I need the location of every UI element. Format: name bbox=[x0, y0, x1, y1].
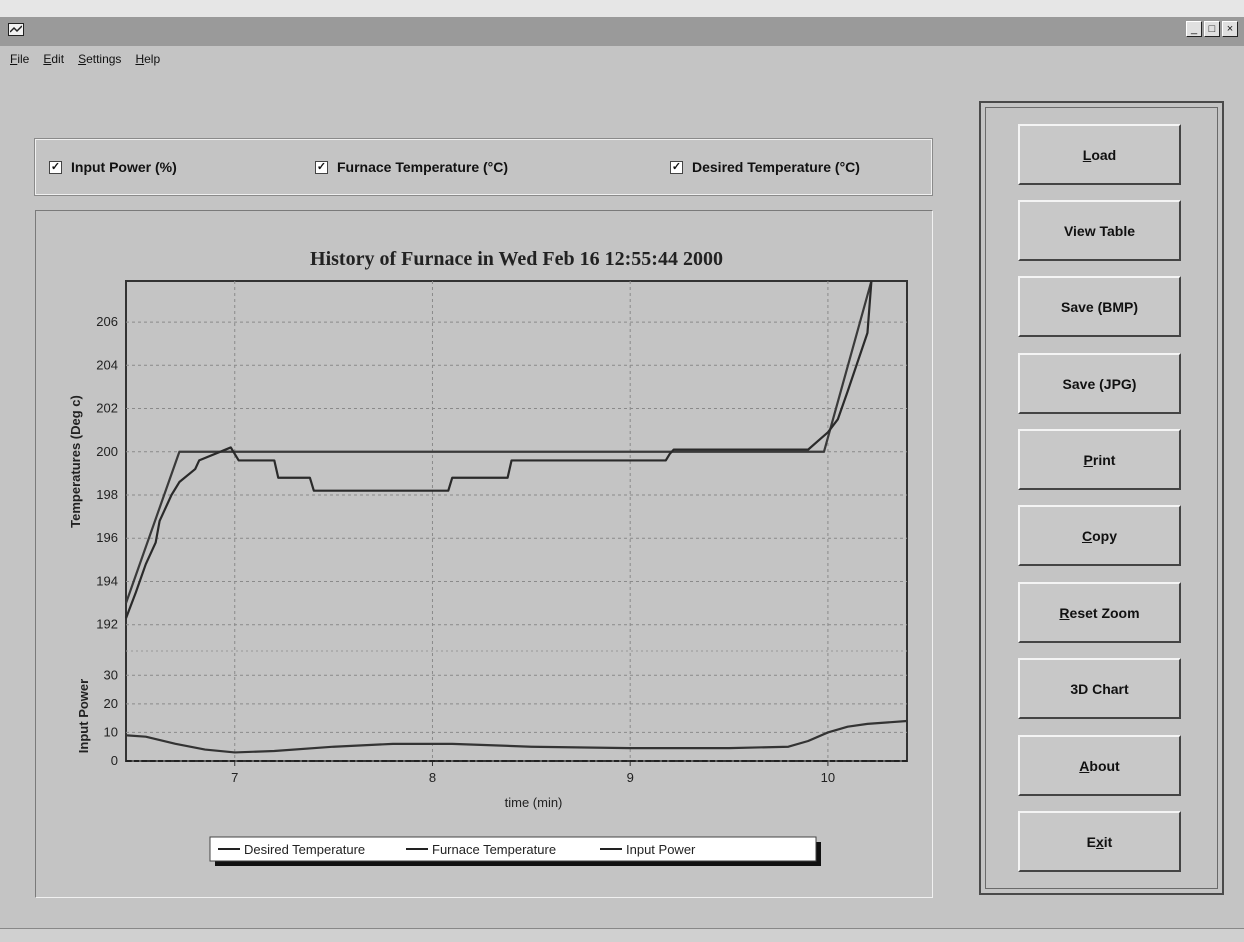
menu-help[interactable]: Help bbox=[135, 52, 161, 66]
chart-panel: History of Furnace in Wed Feb 16 12:55:4… bbox=[35, 210, 933, 898]
y-tick-label: 204 bbox=[96, 357, 118, 372]
x-tick-label: 10 bbox=[821, 770, 835, 785]
legend-box bbox=[209, 836, 817, 862]
series-desired-temperature bbox=[124, 280, 873, 604]
legend-label: Input Power bbox=[626, 842, 696, 857]
desired-temperature-checkbox[interactable]: ✓ Desired Temperature (°C) bbox=[670, 159, 860, 175]
y-axis-label-power: Input Power bbox=[76, 679, 91, 753]
x-axis-label: time (min) bbox=[505, 795, 563, 810]
save-bmp-button[interactable]: Save (BMP) bbox=[1018, 276, 1181, 337]
y-tick-label: 0 bbox=[111, 753, 118, 768]
y-tick-label: 192 bbox=[96, 617, 118, 632]
menu-file[interactable]: File bbox=[10, 52, 30, 66]
y-tick-label: 20 bbox=[104, 696, 118, 711]
y-tick-label: 200 bbox=[96, 444, 118, 459]
furnace-temperature-checkbox[interactable]: ✓ Furnace Temperature (°C) bbox=[315, 159, 508, 175]
y-tick-label: 30 bbox=[104, 667, 118, 682]
button-panel bbox=[979, 101, 1224, 895]
plot-frame bbox=[125, 280, 908, 762]
window-controls: _ □ × bbox=[1186, 21, 1238, 37]
chart-title: History of Furnace in Wed Feb 16 12:55:4… bbox=[310, 248, 723, 270]
3d-chart-button[interactable]: 3D Chart bbox=[1018, 658, 1181, 719]
y-tick-label: 196 bbox=[96, 530, 118, 545]
furnace-chart[interactable]: History of Furnace in Wed Feb 16 12:55:4… bbox=[36, 211, 932, 897]
x-tick-label: 9 bbox=[627, 770, 634, 785]
y-tick-label: 194 bbox=[96, 573, 118, 588]
menu-settings[interactable]: Settings bbox=[78, 52, 122, 66]
app-icon[interactable] bbox=[8, 23, 24, 36]
close-button[interactable]: × bbox=[1222, 21, 1238, 37]
y-tick-label: 206 bbox=[96, 314, 118, 329]
series-input-power bbox=[125, 719, 908, 754]
title-bar: _ □ × bbox=[0, 0, 1244, 46]
x-tick-label: 7 bbox=[231, 770, 238, 785]
y-tick-label: 202 bbox=[96, 401, 118, 416]
menu-bar: File Edit Settings Help bbox=[10, 52, 160, 66]
menu-edit[interactable]: Edit bbox=[43, 52, 65, 66]
checkbox-label: Furnace Temperature (°C) bbox=[337, 159, 509, 175]
x-tick-label: 8 bbox=[429, 770, 436, 785]
maximize-button[interactable]: □ bbox=[1204, 21, 1220, 37]
series-checkbox-panel: ✓ Input Power (%) ✓ Furnace Temperature … bbox=[34, 138, 933, 196]
checkbox-box[interactable]: ✓ bbox=[49, 160, 62, 174]
y-tick-label: 10 bbox=[104, 724, 118, 739]
save-jpg-button[interactable]: Save (JPG) bbox=[1018, 353, 1181, 414]
minimize-button[interactable]: _ bbox=[1186, 21, 1202, 37]
view-table-button[interactable]: View Table bbox=[1018, 200, 1181, 261]
y-tick-label: 198 bbox=[96, 487, 118, 502]
legend-label: Desired Temperature bbox=[244, 842, 365, 857]
checkbox-label: Input Power (%) bbox=[71, 159, 177, 175]
series-furnace-temperature bbox=[124, 280, 873, 619]
status-bar bbox=[0, 928, 1244, 942]
input-power-checkbox[interactable]: ✓ Input Power (%) bbox=[49, 159, 177, 175]
checkbox-box[interactable]: ✓ bbox=[315, 160, 328, 174]
y-axis-label-temperature: Temperatures (Deg c) bbox=[68, 395, 83, 528]
checkbox-label: Desired Temperature (°C) bbox=[692, 159, 860, 175]
checkbox-box[interactable]: ✓ bbox=[670, 160, 683, 174]
legend-label: Furnace Temperature bbox=[432, 842, 556, 857]
